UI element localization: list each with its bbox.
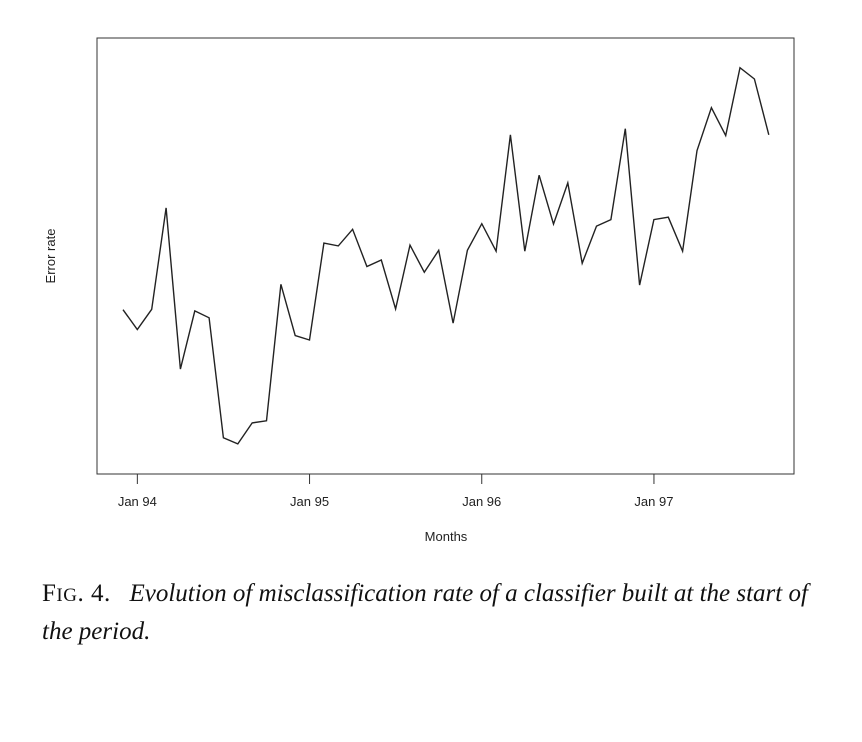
x-tick-label: Jan 97 bbox=[634, 494, 673, 509]
series-points bbox=[122, 66, 771, 445]
error-rate-series-line bbox=[122, 66, 770, 445]
plot-frame bbox=[96, 37, 795, 475]
x-tick-label: Jan 94 bbox=[118, 494, 157, 509]
caption-text: Evolution of misclassification rate of a… bbox=[42, 580, 808, 645]
x-tick-label: Jan 96 bbox=[462, 494, 501, 509]
x-axis: Jan 94 Jan 95 Jan 96 Jan 97 bbox=[118, 473, 673, 509]
x-axis-title: Months bbox=[425, 529, 468, 544]
y-axis-title: Error rate bbox=[43, 229, 58, 284]
x-tick-label: Jan 95 bbox=[290, 494, 329, 509]
figure-caption: FIG. 4. Evolution of misclassification r… bbox=[42, 576, 822, 650]
line-chart: Jan 94 Jan 95 Jan 96 Jan 97 Error rate Mont… bbox=[43, 37, 795, 544]
figure-number: FIG. 4. bbox=[42, 580, 111, 607]
